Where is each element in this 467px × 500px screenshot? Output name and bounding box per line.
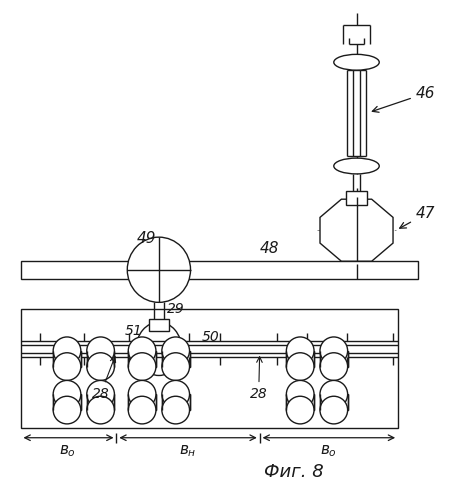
Ellipse shape (334, 54, 379, 70)
Bar (162, 351, 190, 366)
Ellipse shape (128, 380, 156, 408)
Text: Фиг. 8: Фиг. 8 (264, 464, 324, 481)
Ellipse shape (53, 353, 81, 380)
Bar (346, 190, 368, 204)
Bar (128, 351, 156, 366)
Ellipse shape (127, 237, 191, 302)
Ellipse shape (87, 380, 114, 408)
Text: 48: 48 (260, 240, 279, 256)
Text: 50: 50 (201, 330, 219, 344)
Ellipse shape (136, 322, 182, 376)
Bar (162, 394, 190, 410)
Ellipse shape (162, 353, 190, 380)
Ellipse shape (87, 396, 114, 424)
Ellipse shape (162, 380, 190, 408)
Ellipse shape (87, 337, 114, 364)
Text: 47: 47 (400, 206, 435, 228)
Bar (53, 394, 81, 410)
Ellipse shape (320, 396, 347, 424)
Text: 28: 28 (92, 356, 116, 401)
Bar (320, 351, 347, 366)
Ellipse shape (162, 337, 190, 364)
Ellipse shape (53, 396, 81, 424)
Ellipse shape (128, 337, 156, 364)
Bar (87, 351, 114, 366)
Ellipse shape (286, 380, 314, 408)
Text: $\mathit{в_о}$: $\mathit{в_о}$ (59, 444, 77, 460)
Ellipse shape (128, 396, 156, 424)
Text: $\mathit{в_н}$: $\mathit{в_н}$ (179, 444, 196, 460)
Ellipse shape (320, 337, 347, 364)
Bar (53, 351, 81, 366)
Text: 28: 28 (250, 357, 268, 401)
Text: 51: 51 (124, 324, 142, 338)
Text: 46: 46 (372, 86, 435, 113)
Bar (286, 351, 314, 366)
Ellipse shape (286, 396, 314, 424)
Text: 29: 29 (167, 302, 184, 316)
Polygon shape (320, 199, 393, 262)
Bar (21, 261, 418, 278)
Bar (87, 394, 114, 410)
Ellipse shape (128, 353, 156, 380)
Ellipse shape (320, 380, 347, 408)
Ellipse shape (53, 380, 81, 408)
Ellipse shape (320, 353, 347, 380)
Ellipse shape (334, 158, 379, 174)
Bar (286, 394, 314, 410)
Ellipse shape (53, 337, 81, 364)
Ellipse shape (286, 337, 314, 364)
Bar (21, 310, 398, 428)
Ellipse shape (162, 396, 190, 424)
Ellipse shape (286, 353, 314, 380)
Text: 49: 49 (136, 230, 156, 246)
Bar (128, 394, 156, 410)
Bar (149, 319, 169, 331)
Bar (320, 394, 347, 410)
Text: $\mathit{в_о}$: $\mathit{в_о}$ (320, 444, 337, 460)
Ellipse shape (87, 353, 114, 380)
